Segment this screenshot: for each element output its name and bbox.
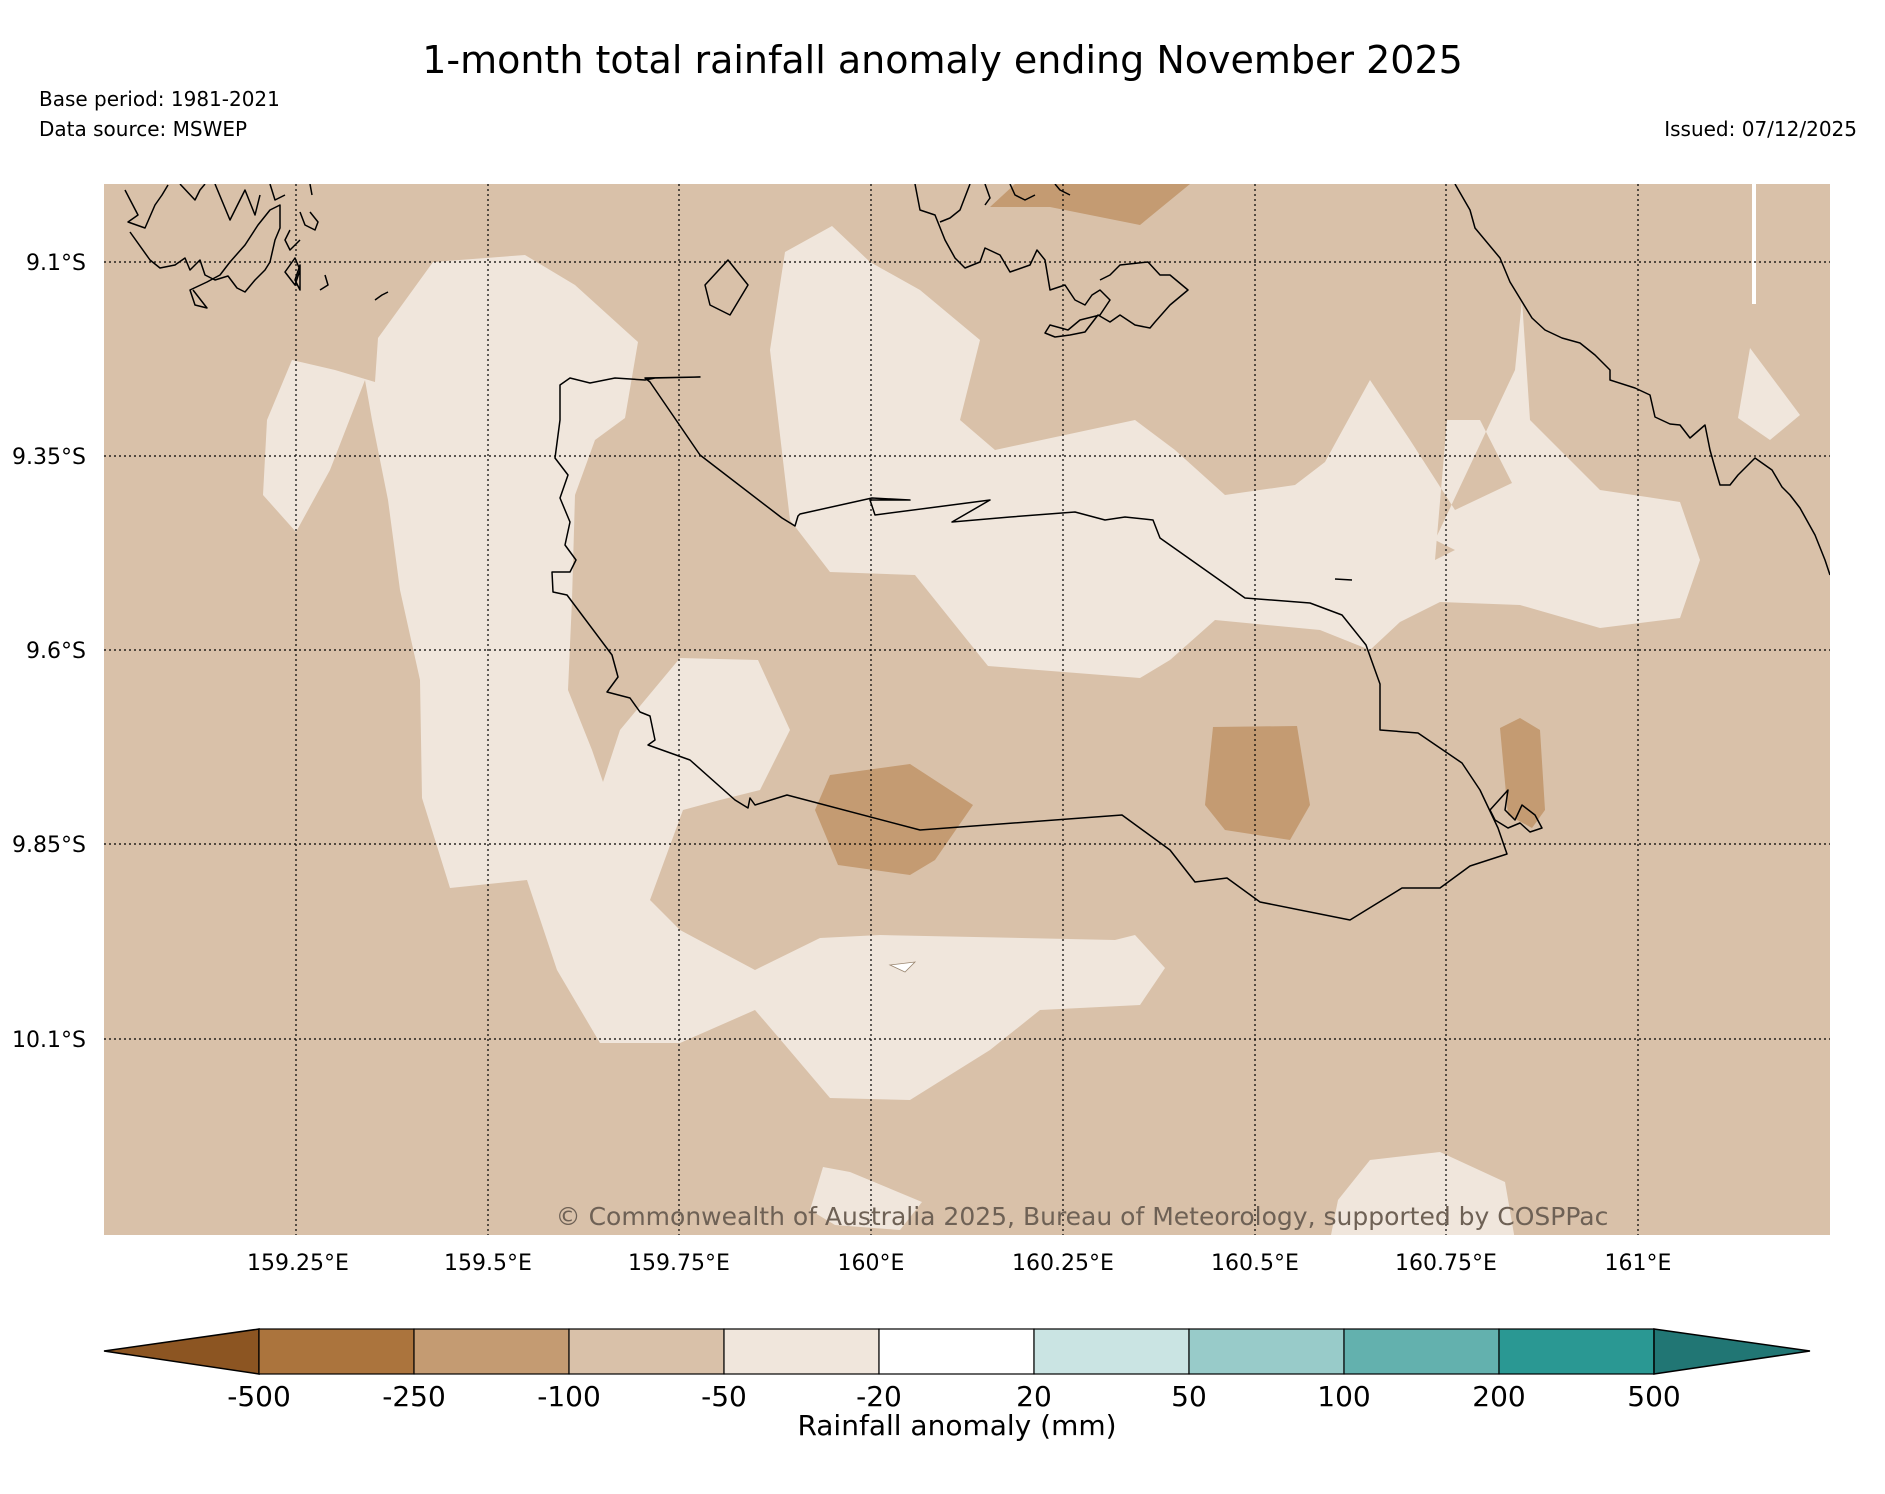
lat-label: 9.6°S: [26, 639, 86, 664]
colorbar-bin: [258, 1328, 415, 1375]
colorbar-tick: 100: [1317, 1380, 1370, 1413]
lon-label: 159.5°E: [444, 1251, 532, 1276]
colorbar-tick: -100: [537, 1380, 601, 1413]
anomaly-region-northdry: [990, 184, 1190, 225]
anomaly-region-neutral-strip: [1752, 184, 1756, 304]
colorbar-bin: [723, 1328, 880, 1375]
longitude-labels: 159.25°E 159.5°E 159.75°E 160°E 160.25°E…: [247, 1251, 1671, 1276]
colorbar-bin: [568, 1328, 725, 1375]
colorbar-bin: [1188, 1328, 1345, 1375]
colorbar-bin: [413, 1328, 570, 1375]
colorbar-bin: [1033, 1328, 1190, 1375]
lat-label: 9.35°S: [12, 445, 86, 470]
colorbar-tick: -250: [382, 1380, 446, 1413]
colorbar-tick: 500: [1627, 1380, 1680, 1413]
coastline-island-small: [704, 259, 749, 316]
lon-label: 160°E: [838, 1251, 905, 1276]
anomaly-region-mid-west: [815, 764, 973, 875]
colorbar-over-triangle: [1653, 1328, 1811, 1375]
coastline-guadalcanal: [551, 376, 1508, 921]
lon-label: 161°E: [1605, 1251, 1672, 1276]
anomaly-region-west: [263, 255, 1165, 1100]
base-period: Base period: 1981-2021: [39, 87, 280, 111]
colorbar-bin: [1498, 1328, 1655, 1375]
colorbar-tick: -20: [856, 1380, 902, 1413]
copyright-notice: © Commonwealth of Australia 2025, Bureau…: [556, 1202, 1609, 1231]
lat-label: 9.85°S: [12, 833, 86, 858]
lat-label: 10.1°S: [12, 1028, 86, 1053]
lon-label: 160.75°E: [1395, 1251, 1497, 1276]
map-area: © Commonwealth of Australia 2025, Bureau…: [104, 184, 1830, 1235]
colorbar-tick: -50: [701, 1380, 747, 1413]
anomaly-region-south: [810, 1167, 922, 1230]
anomaly-region-east: [1500, 718, 1545, 828]
coastline-island-east: [1489, 789, 1543, 833]
coastline-northwest-3: [284, 257, 389, 301]
anomaly-region-northeast: [1738, 348, 1800, 440]
lon-label: 159.25°E: [247, 1251, 349, 1276]
latitude-labels: 9.1°S 9.35°S 9.6°S 9.85°S 10.1°S: [12, 251, 86, 1053]
colorbar-bin: [878, 1328, 1035, 1375]
lat-label: 9.1°S: [26, 251, 86, 276]
coastlines: [124, 184, 1830, 921]
colorbar-bin: [1343, 1328, 1500, 1375]
lon-label: 159.75°E: [628, 1251, 730, 1276]
page-title: 1-month total rainfall anomaly ending No…: [422, 38, 1463, 82]
coastline-florida: [914, 184, 1189, 338]
colorbar-tick: -500: [227, 1380, 291, 1413]
colorbar-under-triangle: [103, 1328, 260, 1375]
colorbar: -500 -250 -100 -50 -20 20 50 100 200 500…: [103, 1328, 1811, 1442]
colorbar-tick: 200: [1472, 1380, 1525, 1413]
coastline-island-tiny: [1334, 578, 1353, 581]
coastline-northwest: [124, 184, 319, 251]
coastline-northwest-2: [129, 204, 281, 309]
lon-label: 160.25°E: [1012, 1251, 1114, 1276]
colorbar-ticks: -500 -250 -100 -50 -20 20 50 100 200 500: [227, 1380, 1681, 1413]
colorbar-label: Rainfall anomaly (mm): [797, 1409, 1116, 1442]
data-source: Data source: MSWEP: [39, 117, 248, 141]
anomaly-region-mid-east: [1205, 726, 1310, 840]
anomaly-region-central: [770, 226, 1700, 678]
anomaly-region-southeast: [1331, 1152, 1515, 1235]
colorbar-tick: 20: [1016, 1380, 1052, 1413]
colorbar-tick: 50: [1171, 1380, 1207, 1413]
coastline-malaita: [1454, 184, 1830, 576]
issued-date: Issued: 07/12/2025: [1664, 117, 1857, 141]
anomaly-region-neutral: [888, 961, 917, 973]
lon-label: 160.5°E: [1211, 1251, 1299, 1276]
graticule: [104, 184, 1830, 1235]
